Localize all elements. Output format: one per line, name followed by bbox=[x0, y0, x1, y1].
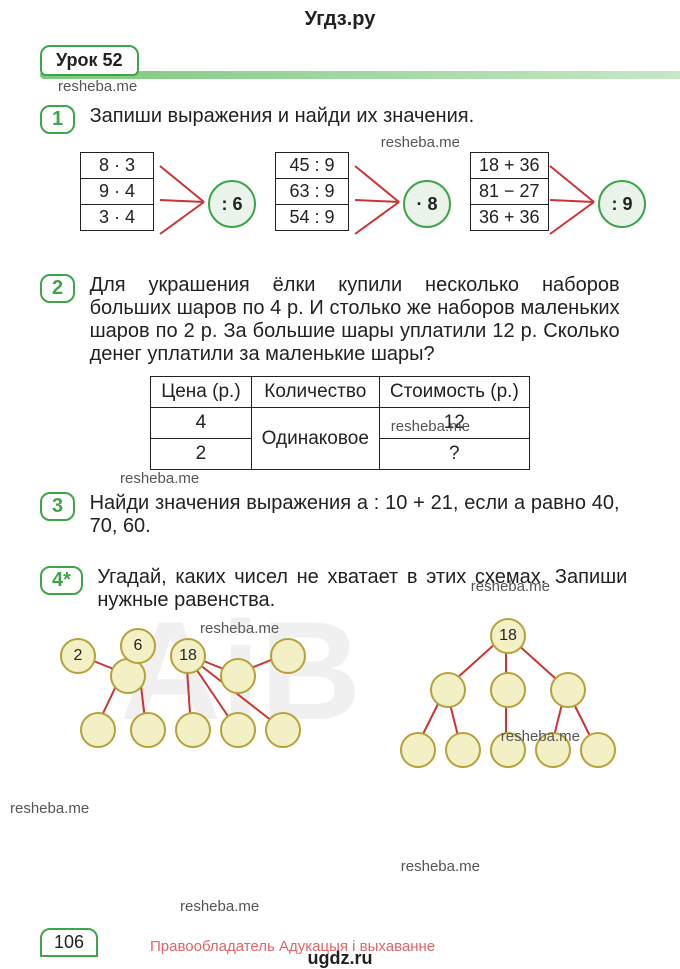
td-price-1: 4 bbox=[151, 408, 251, 439]
watermark: resheba.me bbox=[401, 858, 480, 875]
tree-node bbox=[550, 672, 586, 708]
tree-area: 26 18 18 bbox=[40, 622, 640, 792]
price-table: Цена (р.) Количество Стоимость (р.) 4 Од… bbox=[150, 376, 530, 470]
watermark: resheba.me bbox=[391, 418, 470, 435]
th-price: Цена (р.) bbox=[151, 377, 251, 408]
tree-node bbox=[220, 658, 256, 694]
task-text-4: Угадай, каких чисел не хватает в этих сх… bbox=[97, 566, 627, 612]
tree-node bbox=[430, 672, 466, 708]
task-num-3: 3 bbox=[40, 492, 75, 521]
tree-node bbox=[175, 712, 211, 748]
task-num-1: 1 bbox=[40, 105, 75, 134]
tree-node bbox=[265, 712, 301, 748]
expression-row: 8 · 39 · 43 · 4: 645 : 963 : 954 : 9· 81… bbox=[80, 152, 640, 252]
lesson-bar: Урок 52 bbox=[0, 45, 680, 79]
task-text-1: Запиши выражения и найди их значения. bbox=[90, 105, 475, 128]
tree-node bbox=[400, 732, 436, 768]
td-cost-2: ? bbox=[379, 439, 529, 470]
th-qty: Количество bbox=[251, 377, 379, 408]
expr-group: 8 · 39 · 43 · 4: 6 bbox=[80, 152, 250, 252]
site-header: Угдз.ру bbox=[0, 0, 680, 31]
watermark: resheba.me bbox=[501, 728, 580, 745]
watermark: resheba.me bbox=[120, 470, 199, 487]
watermark: resheba.me bbox=[58, 78, 137, 95]
tree-node bbox=[80, 712, 116, 748]
watermark: resheba.me bbox=[180, 898, 259, 915]
expr-group: 18 + 3681 − 2736 + 36: 9 bbox=[470, 152, 640, 252]
watermark: resheba.me bbox=[10, 800, 89, 817]
tree-node bbox=[445, 732, 481, 768]
tree-node: 2 bbox=[60, 638, 96, 674]
tree-node bbox=[130, 712, 166, 748]
td-qty: Одинаковое bbox=[251, 408, 379, 470]
tree-node: 18 bbox=[170, 638, 206, 674]
td-price-2: 2 bbox=[151, 439, 251, 470]
tree-left: 26 18 bbox=[40, 622, 320, 782]
tree-node bbox=[270, 638, 306, 674]
tree-node bbox=[220, 712, 256, 748]
task-text-2: Для украшения ёлки купили несколько набо… bbox=[90, 274, 620, 366]
lesson-tab: Урок 52 bbox=[40, 45, 139, 76]
tree-node: 6 bbox=[120, 628, 156, 664]
th-cost: Стоимость (р.) bbox=[379, 377, 529, 408]
expr-group: 45 : 963 : 954 : 9· 8 bbox=[275, 152, 445, 252]
tree-node bbox=[490, 672, 526, 708]
task-num-2: 2 bbox=[40, 274, 75, 303]
watermark: resheba.me bbox=[381, 134, 460, 151]
tree-node bbox=[580, 732, 616, 768]
site-footer: ugdz.ru bbox=[0, 948, 680, 969]
task-num-4: 4* bbox=[40, 566, 83, 595]
task-text-3: Найди значения выражения a : 10 + 21, ес… bbox=[90, 492, 620, 538]
tree-right: 18 bbox=[390, 612, 630, 782]
tree-node: 18 bbox=[490, 618, 526, 654]
